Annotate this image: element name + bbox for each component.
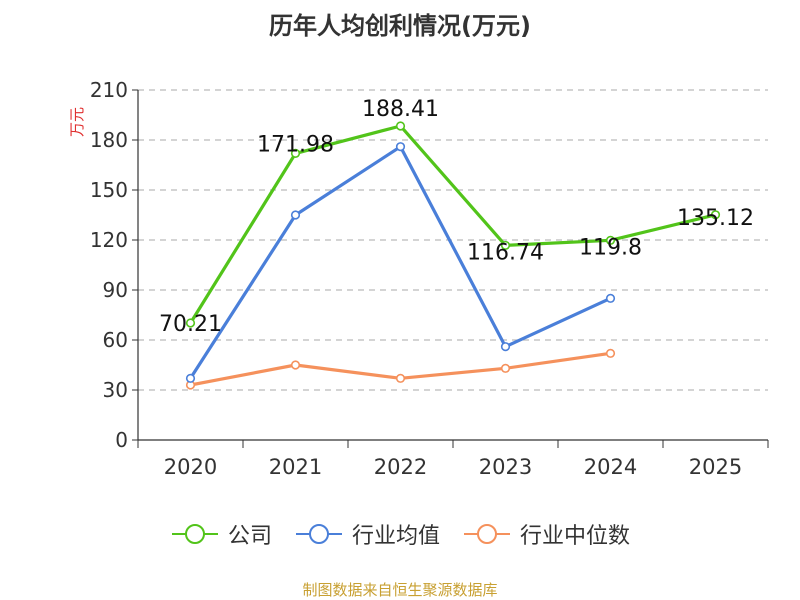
- series: [185, 121, 721, 390]
- series-line-0: [189, 124, 716, 324]
- data-label-2024: 119.8: [579, 235, 642, 260]
- data-label-2022: 188.41: [362, 97, 439, 122]
- x-tick-label-2024: 2024: [584, 455, 637, 479]
- data-point-series-2-2023: [500, 363, 511, 373]
- legend-swatch-industry-average: [295, 524, 342, 544]
- data-labels: 70.21 171.98 188.41 116.74 119.8 135.12: [159, 97, 754, 337]
- source-note: 制图数据来自恒生聚源数据库: [302, 581, 498, 599]
- grid-lines: [138, 89, 768, 391]
- data-label-2021: 171.98: [257, 132, 334, 157]
- data-point-series-0-2023: [500, 240, 511, 251]
- legend-label-industry-median: 行业中位数: [520, 524, 631, 549]
- data-point-series-1-2020: [185, 373, 196, 383]
- data-point-series-2-2022: [395, 373, 406, 383]
- legend-item-industry-average[interactable]: 行业均值: [294, 518, 440, 550]
- y-tick-label-60: 60: [103, 328, 128, 352]
- data-point-series-0-2025: [710, 210, 721, 220]
- y-tick-label-120: 120: [90, 228, 128, 252]
- y-tick-label-210: 210: [90, 78, 128, 102]
- data-point-series-0-2024: [605, 235, 616, 245]
- x-tick-label-2025: 2025: [689, 455, 742, 479]
- legend: 公司 行业均值 行业中位数: [0, 518, 800, 550]
- data-label-2025: 135.12: [677, 206, 754, 231]
- x-tick-label-2020: 2020: [164, 455, 217, 479]
- legend-label-industry-average: 行业均值: [351, 524, 440, 549]
- data-point-series-2-2024: [605, 348, 616, 358]
- x-tick-label-2023: 2023: [479, 455, 532, 479]
- data-point-series-0-2020: [185, 318, 196, 328]
- y-tick-label-150: 150: [90, 178, 128, 202]
- x-tick-label-2022: 2022: [374, 455, 427, 479]
- data-point-series-2-2021: [290, 360, 301, 370]
- legend-swatch-company: [171, 524, 218, 544]
- legend-item-company[interactable]: 公司: [170, 518, 272, 550]
- data-point-series-0-2022: [395, 121, 406, 131]
- y-axis-label: 万元: [68, 107, 86, 137]
- y-tick-label-0: 0: [115, 428, 128, 452]
- legend-label-company: 公司: [227, 524, 272, 549]
- data-point-series-1-2024: [605, 293, 616, 303]
- series-line-1: [189, 145, 612, 380]
- y-tick-label-180: 180: [90, 128, 128, 152]
- data-point-series-1-2021: [290, 210, 301, 220]
- data-point-series-0-2021: [290, 148, 301, 158]
- x-tick-label-2021: 2021: [269, 455, 322, 479]
- data-point-series-1-2023: [500, 342, 511, 352]
- y-tick-label-90: 90: [103, 278, 128, 302]
- chart-title: 历年人均创利情况(万元): [269, 12, 531, 40]
- y-tick-label-30: 30: [103, 378, 128, 402]
- legend-swatch-industry-median: [464, 524, 510, 544]
- data-point-series-1-2022: [395, 142, 406, 152]
- data-label-2023: 116.74: [467, 240, 544, 265]
- legend-item-industry-median[interactable]: 行业中位数: [462, 518, 630, 550]
- data-label-2020: 70.21: [159, 312, 222, 337]
